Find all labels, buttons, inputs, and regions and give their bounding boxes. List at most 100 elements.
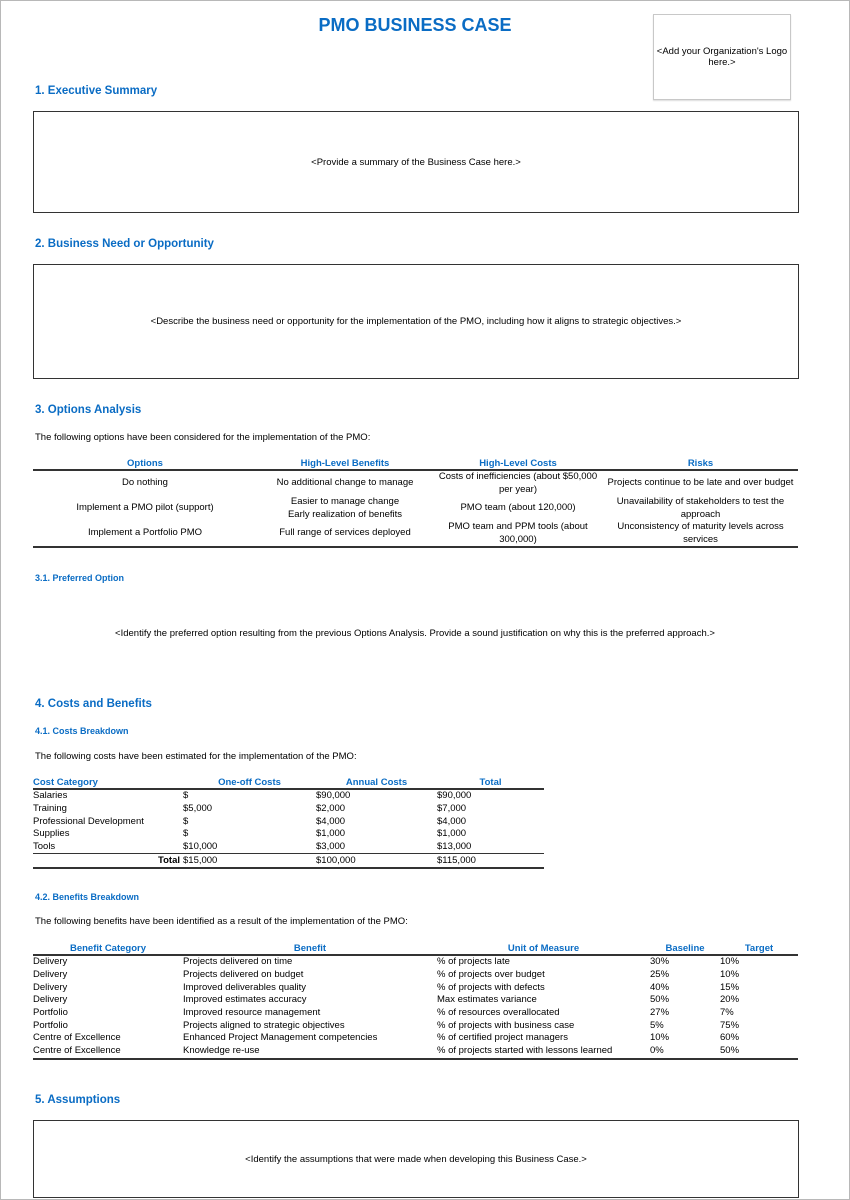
table-cell: Projects delivered on time (183, 956, 293, 968)
table-cell: % of resources overallocated (437, 1007, 560, 1019)
table-cell: No additional change to manage (276, 477, 414, 489)
table-cell: Easier to manage change Early realizatio… (287, 496, 403, 520)
table-cell: Enhanced Project Management competencies (183, 1032, 378, 1044)
table-cell: $ (183, 790, 189, 802)
heading-executive-summary: 1. Executive Summary (35, 85, 158, 97)
table-cell: Delivery (33, 969, 68, 981)
table-row: Implement a PMO pilot (support) Easier to… (33, 496, 798, 521)
table-cell: Projects delivered on budget (183, 969, 304, 981)
table-cell: $2,000 (316, 803, 346, 815)
table-cell: Supplies (33, 828, 70, 840)
benefits-intro: The following benefits have been identif… (35, 916, 408, 927)
preferred-option-placeholder[interactable]: <Identify the preferred option resulting… (115, 628, 715, 639)
page-title: PMO BUSINESS CASE (318, 15, 512, 35)
table-cell: $10,000 (183, 841, 218, 853)
table-cell: 30% (650, 956, 670, 968)
table-cell: % of certified project managers (437, 1032, 568, 1044)
table-cell: % of projects started with lessons learn… (437, 1044, 650, 1060)
costs-intro: The following costs have been estimated … (35, 751, 357, 762)
table-cell: 15% (720, 981, 740, 993)
table-cell: Centre of Excellence (33, 1032, 121, 1044)
table-cell: 27% (650, 1007, 670, 1019)
table-row: Professional Development $ $4,000 $4,000 (33, 815, 544, 828)
table-cell: Delivery (33, 994, 68, 1006)
table-cell: % of projects over budget (437, 969, 545, 981)
column-header: Total (437, 774, 544, 790)
total-cell: Total (33, 853, 183, 870)
table-cell: Professional Development (33, 815, 144, 827)
table-cell: 0% (650, 1044, 720, 1060)
column-header: Baseline (650, 940, 720, 956)
table-cell: Implement a PMO pilot (support) (76, 502, 214, 514)
table-cell: % of projects with defects (437, 981, 545, 993)
executive-summary-box[interactable]: <Provide a summary of the Business Case … (33, 111, 799, 213)
table-cell: Implement a Portfolio PMO (33, 521, 257, 548)
table-cell: $7,000 (437, 803, 467, 815)
column-header: High-Level Costs (433, 455, 603, 471)
table-cell: Delivery (33, 956, 68, 968)
table-cell: Improved deliverables quality (183, 981, 307, 993)
table-cell: $4,000 (437, 815, 467, 827)
column-header: Options (33, 455, 257, 471)
table-cell: $ (183, 815, 189, 827)
table-cell: Improved resource management (183, 1007, 321, 1019)
table-cell: Projects aligned to strategic objectives (183, 1019, 345, 1031)
table-row: Do nothing No additional change to manage… (33, 470, 798, 496)
costs-table: Cost Category One-off Costs Annual Costs To… (33, 774, 544, 870)
table-cell: 50% (650, 994, 670, 1006)
table-row: Portfolio Projects aligned to strategic o… (33, 1019, 798, 1032)
business-need-box[interactable]: <Describe the business need or opportuni… (33, 264, 799, 379)
table-cell: Do nothing (122, 477, 168, 489)
column-header: Unit of Measure (437, 940, 650, 956)
table-cell: 10% (720, 969, 740, 981)
table-row: Portfolio Improved resource management % o… (33, 1007, 798, 1020)
benefits-table: Benefit Category Benefit Unit of Measure Ba… (33, 940, 798, 1060)
table-row: Implement a Portfolio PMO Full range of s… (33, 521, 798, 548)
table-cell: $90,000 (316, 790, 351, 802)
logo-placeholder: <Add your Organization's Logo here.> (653, 14, 791, 100)
table-cell: Knowledge re-use (183, 1044, 437, 1060)
options-table: Options High-Level Benefits High-Level Cos… (33, 455, 798, 548)
assumptions-box[interactable]: <Identify the assumptions that were made… (33, 1120, 799, 1198)
table-cell: Projects continue to be late and over bu… (607, 477, 794, 489)
table-cell: Salaries (33, 790, 68, 802)
table-cell: PMO team and PPM tools (about 300,000) (433, 521, 603, 548)
heading-costs-breakdown: 4.1. Costs Breakdown (35, 726, 129, 736)
table-cell: $4,000 (316, 815, 346, 827)
table-cell: 7% (720, 1007, 734, 1019)
table-cell: Max estimates variance (437, 994, 537, 1006)
table-row: Centre of Excellence Knowledge re-use% of… (33, 1044, 798, 1060)
total-cell: $15,000 (183, 853, 316, 870)
table-cell: Improved estimates accuracy (183, 994, 307, 1006)
heading-preferred-option: 3.1. Preferred Option (35, 573, 125, 583)
table-cell: 10% (650, 1032, 670, 1044)
table-cell: % of projects late (437, 956, 510, 968)
table-cell: $1,000 (437, 828, 467, 840)
table-cell: 50% (720, 1044, 798, 1060)
table-cell: $1,000 (316, 828, 346, 840)
table-cell: 40% (650, 981, 670, 993)
column-header: High-Level Benefits (257, 455, 433, 471)
table-cell: % of projects with business case (437, 1019, 575, 1031)
total-row: Total $15,000 $100,000 $115,000 (33, 853, 544, 870)
table-cell: Training (33, 803, 67, 815)
table-row: Supplies $ $1,000 $1,000 (33, 828, 544, 841)
table-row: Delivery Projects delivered on budget % of… (33, 969, 798, 982)
table-cell: Tools (33, 841, 56, 853)
table-cell: Unavailability of stakeholders to test t… (616, 496, 785, 520)
column-header: Risks (603, 455, 798, 471)
table-cell: 60% (720, 1032, 740, 1044)
column-header: Cost Category (33, 774, 183, 790)
column-header: Benefit (183, 940, 437, 956)
table-cell: 25% (650, 969, 670, 981)
options-intro: The following options have been consider… (35, 432, 371, 443)
table-cell: Costs of inefficiencies (about $50,000 p… (438, 471, 598, 495)
table-cell: 5% (650, 1019, 664, 1031)
column-header: One-off Costs (183, 774, 316, 790)
total-cell: $100,000 (316, 853, 437, 870)
table-cell: $13,000 (437, 841, 472, 853)
table-cell: Portfolio (33, 1007, 68, 1019)
heading-assumptions: 5. Assumptions (35, 1094, 121, 1106)
heading-costs-and-benefits: 4. Costs and Benefits (35, 698, 152, 710)
table-row: Delivery Improved deliverables quality % o… (33, 981, 798, 994)
